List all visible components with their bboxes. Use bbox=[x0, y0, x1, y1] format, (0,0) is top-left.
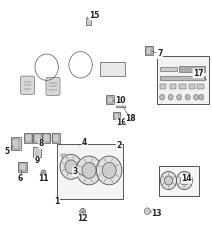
Bar bbox=[179, 84, 186, 89]
Text: 16: 16 bbox=[117, 118, 127, 127]
Circle shape bbox=[194, 94, 199, 100]
Bar bbox=[197, 84, 204, 89]
Bar bbox=[116, 97, 125, 107]
Circle shape bbox=[160, 94, 165, 100]
Bar bbox=[86, 18, 91, 25]
Bar bbox=[43, 134, 50, 142]
Text: 9: 9 bbox=[35, 156, 40, 165]
Bar bbox=[160, 67, 177, 71]
Circle shape bbox=[76, 156, 102, 185]
Bar bbox=[107, 97, 113, 103]
Circle shape bbox=[41, 170, 46, 176]
Bar bbox=[179, 66, 205, 72]
Bar bbox=[106, 95, 114, 104]
Bar bbox=[18, 162, 27, 172]
Bar bbox=[157, 56, 209, 104]
Circle shape bbox=[80, 208, 86, 215]
Bar bbox=[61, 154, 66, 157]
Text: 18: 18 bbox=[125, 114, 136, 123]
Circle shape bbox=[168, 94, 173, 100]
Circle shape bbox=[177, 94, 182, 100]
Bar bbox=[25, 134, 32, 142]
Text: 15: 15 bbox=[89, 11, 99, 20]
Bar bbox=[117, 99, 123, 106]
Circle shape bbox=[185, 94, 190, 100]
Bar bbox=[170, 84, 176, 89]
Circle shape bbox=[180, 176, 188, 185]
Circle shape bbox=[82, 162, 96, 178]
Text: 3: 3 bbox=[73, 167, 78, 176]
Bar bbox=[11, 137, 21, 150]
Circle shape bbox=[144, 208, 150, 215]
Bar bbox=[100, 62, 125, 76]
Circle shape bbox=[199, 94, 204, 100]
Bar bbox=[34, 134, 41, 142]
Text: 1: 1 bbox=[55, 197, 60, 206]
Bar bbox=[159, 166, 199, 196]
Bar bbox=[12, 139, 19, 149]
Circle shape bbox=[60, 154, 82, 179]
Bar bbox=[33, 133, 42, 143]
Bar bbox=[57, 144, 123, 199]
Circle shape bbox=[65, 160, 77, 174]
Circle shape bbox=[102, 162, 116, 178]
Bar bbox=[33, 147, 41, 157]
Bar bbox=[113, 112, 120, 119]
Bar bbox=[52, 134, 59, 142]
Text: 6: 6 bbox=[18, 174, 23, 183]
Circle shape bbox=[165, 176, 173, 185]
Circle shape bbox=[160, 171, 177, 190]
Bar bbox=[52, 133, 60, 143]
Bar bbox=[42, 133, 50, 143]
Bar bbox=[160, 84, 166, 89]
Bar bbox=[19, 163, 26, 171]
Bar bbox=[189, 84, 195, 89]
Text: 11: 11 bbox=[38, 174, 49, 183]
Text: 10: 10 bbox=[116, 96, 126, 105]
Text: 17: 17 bbox=[193, 69, 204, 78]
Text: 12: 12 bbox=[77, 214, 88, 223]
Text: 13: 13 bbox=[152, 209, 162, 218]
Circle shape bbox=[176, 171, 192, 190]
Bar bbox=[24, 133, 32, 143]
Circle shape bbox=[96, 156, 122, 185]
Text: 14: 14 bbox=[181, 174, 192, 183]
Text: 8: 8 bbox=[39, 139, 44, 149]
Text: 7: 7 bbox=[157, 49, 163, 59]
Bar bbox=[114, 113, 119, 118]
Text: 2: 2 bbox=[116, 141, 121, 150]
Circle shape bbox=[151, 209, 155, 213]
Bar bbox=[160, 76, 205, 80]
FancyBboxPatch shape bbox=[21, 76, 35, 94]
FancyBboxPatch shape bbox=[46, 77, 60, 96]
Text: 4: 4 bbox=[82, 138, 87, 147]
Bar bbox=[146, 47, 152, 54]
Bar bbox=[145, 46, 153, 55]
Text: 5: 5 bbox=[5, 147, 10, 156]
